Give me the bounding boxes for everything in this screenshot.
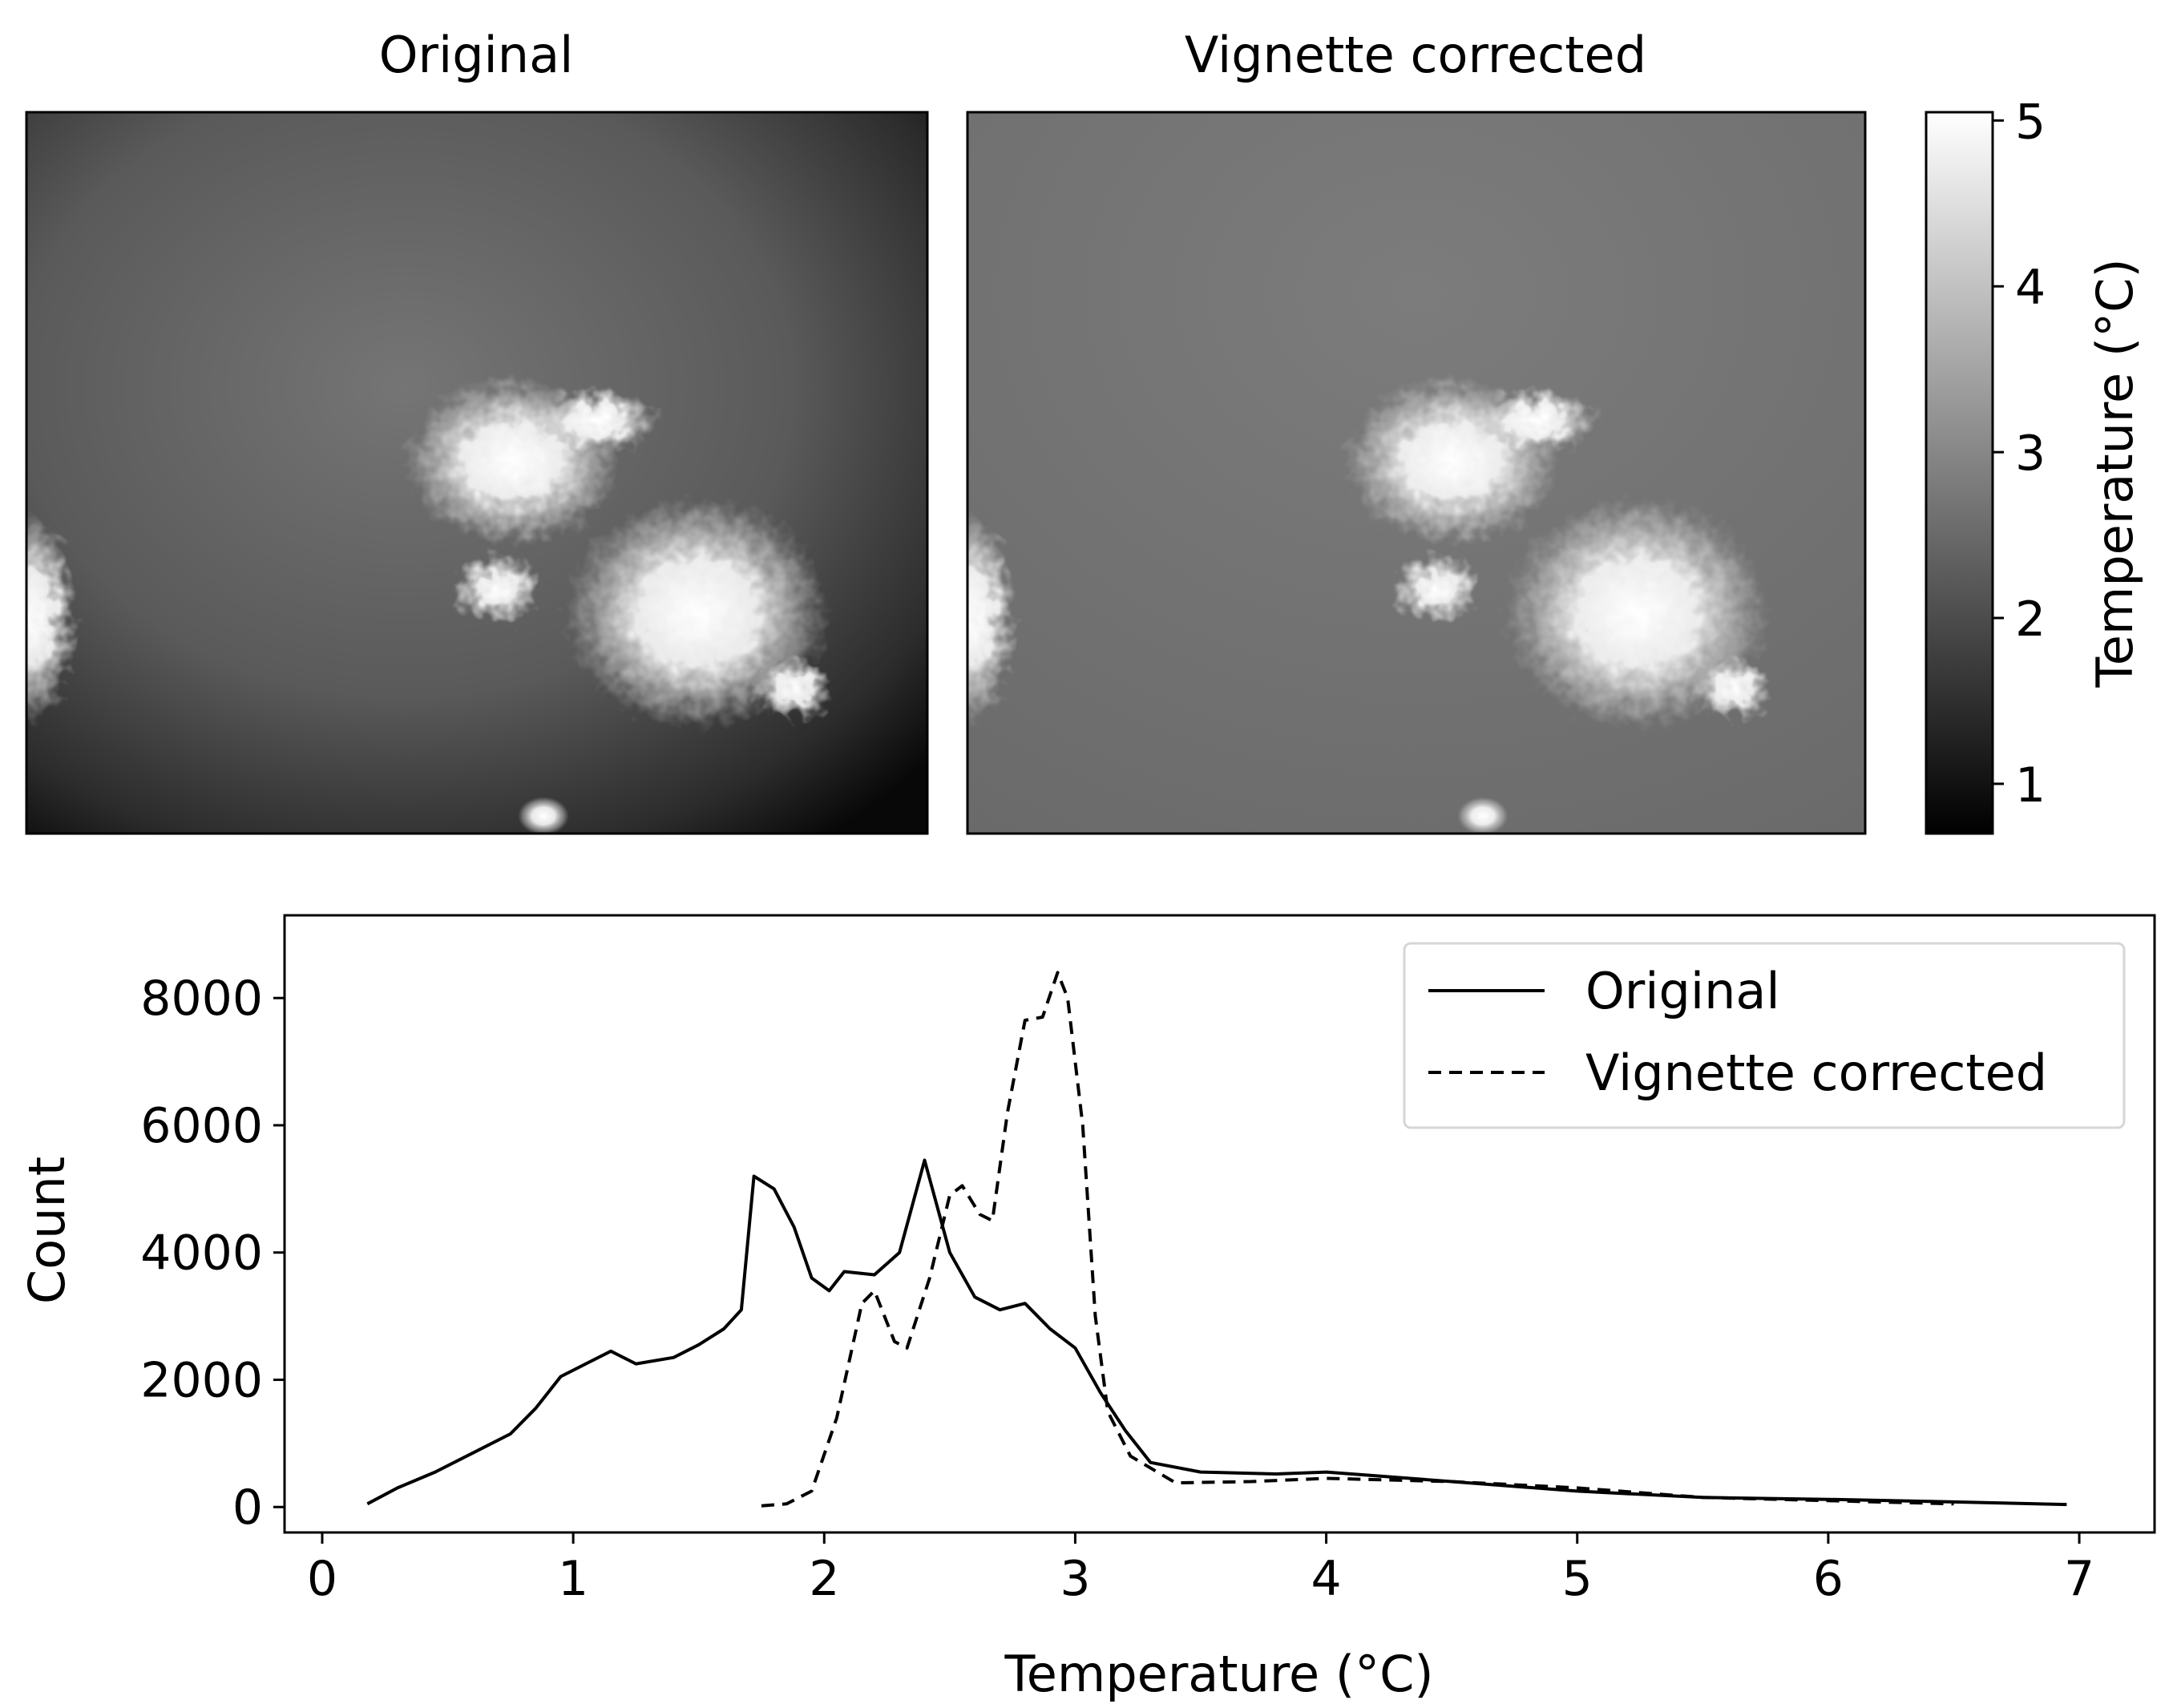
y-tick-label: 4000 [140,1225,263,1282]
image-vignette-corrected-frame [966,111,1867,835]
x-tick-label: 3 [1060,1551,1090,1607]
x-tick-label: 6 [1813,1551,1844,1607]
colorbar-tick-label: 2 [2015,592,2046,648]
panel-title-original: Original [379,26,574,84]
legend: Original Vignette corrected [1403,942,2126,1129]
series-layer [366,971,2067,1508]
colorbar: 1 2 3 4 5 Temperature (°C) [1925,94,2144,835]
legend-label-vignette-corrected: Vignette corrected [1585,1044,2047,1102]
colorbar-tick-label: 5 [2015,94,2046,150]
y-axis: 0 2000 4000 6000 8000 [140,971,285,1536]
y-tick-label: 0 [232,1480,263,1536]
colorbar-tick-label: 1 [2015,757,2046,814]
colorbar-gradient [1925,111,1994,835]
series-line-original [366,1158,2067,1507]
legend-label-original: Original [1585,962,1780,1020]
panel-title-vignette-corrected: Vignette corrected [1185,26,1646,84]
y-axis-label: Count [18,1157,76,1304]
x-tick-label: 0 [307,1551,337,1607]
x-axis: 0 1 2 3 4 5 6 7 [307,1532,2094,1607]
histogram-chart: 0 1 2 3 4 5 6 7 0 2000 4000 6000 8000 Temperature (… [18,914,2156,1703]
x-tick-label: 4 [1311,1551,1341,1607]
colorbar-tick-label: 3 [2015,426,2046,482]
colorbar-label: Temperature (°C) [2086,258,2144,688]
series-line-vignette-corrected [761,971,1954,1508]
x-tick-label: 2 [809,1551,839,1607]
x-axis-label: Temperature (°C) [1004,1645,1433,1703]
image-vignette-corrected [967,112,1865,834]
colorbar-tick-label: 4 [2015,260,2046,316]
y-tick-label: 2000 [140,1352,263,1408]
x-tick-label: 5 [1562,1551,1593,1607]
colorbar-ticks: 1 2 3 4 5 [1993,94,2046,814]
legend-box [1403,942,2126,1129]
y-tick-label: 8000 [140,971,263,1027]
x-tick-label: 1 [558,1551,588,1607]
y-tick-label: 6000 [140,1098,263,1154]
image-original [26,112,927,834]
image-original-frame [25,111,929,835]
x-tick-label: 7 [2064,1551,2094,1607]
